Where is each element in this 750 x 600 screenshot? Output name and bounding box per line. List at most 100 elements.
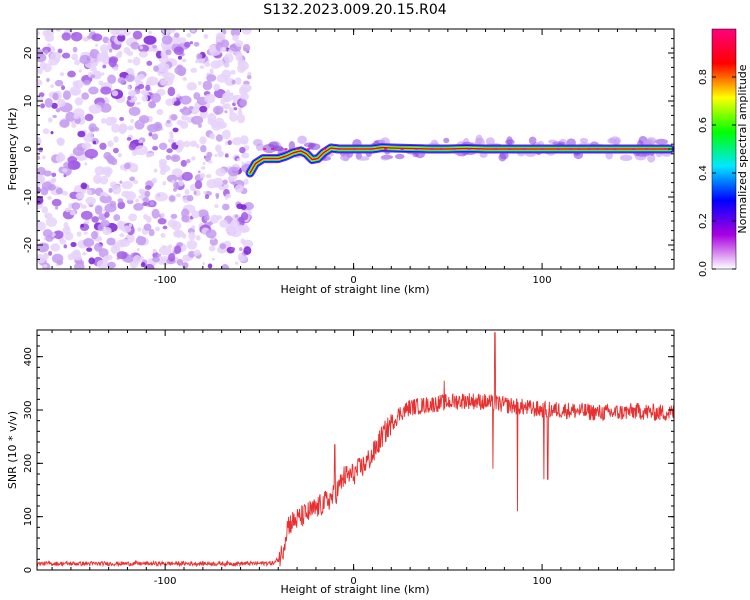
noise-blob	[150, 152, 154, 156]
ridge-halo-blob	[647, 153, 656, 163]
noise-blob	[234, 184, 244, 193]
noise-blob	[200, 166, 206, 170]
noise-blob	[101, 166, 113, 176]
noise-blob	[234, 261, 239, 265]
noise-blob	[166, 119, 171, 124]
noise-blob	[44, 212, 53, 219]
noise-blob	[181, 214, 190, 223]
noise-blob	[169, 134, 174, 139]
noise-blob	[171, 179, 175, 184]
ridge-halo-blob	[528, 136, 537, 145]
noise-blob	[135, 198, 140, 203]
noise-blob	[239, 146, 246, 154]
snr-line	[37, 332, 674, 568]
noise-blob	[37, 31, 41, 36]
noise-blob	[101, 72, 105, 76]
snr-series	[37, 332, 674, 568]
noise-blob	[234, 77, 242, 85]
noise-blob	[131, 252, 134, 256]
noise-blob	[232, 137, 243, 146]
colorbar-tick-label: 0.0	[698, 261, 709, 277]
noise-blob	[189, 41, 194, 45]
ridge-halo-blob	[340, 154, 350, 161]
noise-blob	[176, 64, 183, 70]
colorbar-tick-label: 0.2	[698, 213, 709, 229]
noise-blob	[157, 72, 162, 76]
noise-blob	[130, 41, 140, 50]
noise-blob	[116, 251, 128, 260]
noise-blob	[126, 137, 132, 141]
noise-blob	[213, 83, 221, 91]
noise-blob	[188, 231, 196, 241]
noise-blob	[45, 216, 58, 227]
noise-blob	[51, 198, 62, 207]
noise-blob	[95, 178, 102, 183]
noise-blob	[42, 30, 50, 37]
noise-blob	[224, 110, 228, 114]
noise-blob	[127, 125, 134, 131]
noise-blob	[223, 53, 234, 63]
noise-blob	[46, 77, 50, 83]
noise-blob	[104, 203, 117, 213]
noise-blob	[234, 214, 238, 219]
noise-blob	[136, 248, 140, 252]
noise-blob	[52, 92, 59, 101]
noise-blob	[204, 194, 210, 200]
noise-blob	[57, 48, 63, 54]
noise-blob	[73, 113, 80, 120]
noise-blob	[143, 223, 152, 231]
noise-blob	[132, 255, 142, 264]
noise-blob	[204, 62, 211, 68]
colorbar-tick-label: 0.8	[698, 69, 709, 85]
noise-blob	[138, 188, 145, 194]
noise-blob	[88, 257, 95, 265]
noise-blob	[167, 218, 178, 228]
noise-blob	[37, 195, 44, 205]
noise-blob	[99, 175, 109, 185]
ridge-halo-blob	[579, 137, 589, 144]
y-tick-label: 400	[23, 347, 34, 366]
frequency-ridge	[245, 134, 674, 178]
noise-blob	[78, 69, 82, 73]
noise-blob	[49, 51, 62, 62]
noise-blob	[59, 154, 66, 162]
noise-blob	[174, 230, 182, 237]
noise-blob	[186, 82, 197, 91]
noise-blob	[208, 245, 216, 252]
noise-blob	[132, 179, 139, 185]
noise-blob	[241, 29, 252, 35]
noise-blob	[199, 105, 208, 113]
snr-xlabel: Height of straight line (km)	[280, 583, 429, 596]
noise-blob	[132, 56, 141, 66]
noise-blob	[209, 132, 216, 140]
noise-blob	[154, 191, 168, 202]
noise-blob	[243, 47, 248, 52]
noise-blob	[106, 237, 116, 246]
noise-blob	[218, 185, 226, 191]
noise-blob	[45, 235, 54, 242]
noise-blob	[63, 222, 69, 228]
noise-blob	[82, 252, 87, 256]
ridge-halo-blob	[646, 137, 657, 145]
noise-blob	[220, 46, 227, 53]
noise-blob	[162, 181, 167, 186]
noise-blob	[156, 108, 164, 115]
ridge-halo-blob	[262, 143, 277, 154]
noise-blob	[220, 122, 225, 128]
noise-blob	[37, 138, 42, 145]
noise-blob	[121, 225, 132, 233]
noise-blob	[138, 51, 148, 58]
noise-blob	[202, 262, 206, 266]
noise-blob	[179, 95, 192, 105]
noise-blob	[207, 263, 213, 269]
ridge-halo-blob	[485, 137, 495, 146]
noise-blob	[125, 74, 135, 83]
noise-blob	[99, 194, 112, 204]
noise-blob	[67, 70, 76, 78]
noise-blob	[37, 254, 47, 264]
x-tick-label: -100	[154, 275, 177, 286]
noise-blob	[149, 201, 155, 206]
noise-blob	[111, 184, 122, 195]
y-tick-label: 20	[23, 47, 34, 60]
